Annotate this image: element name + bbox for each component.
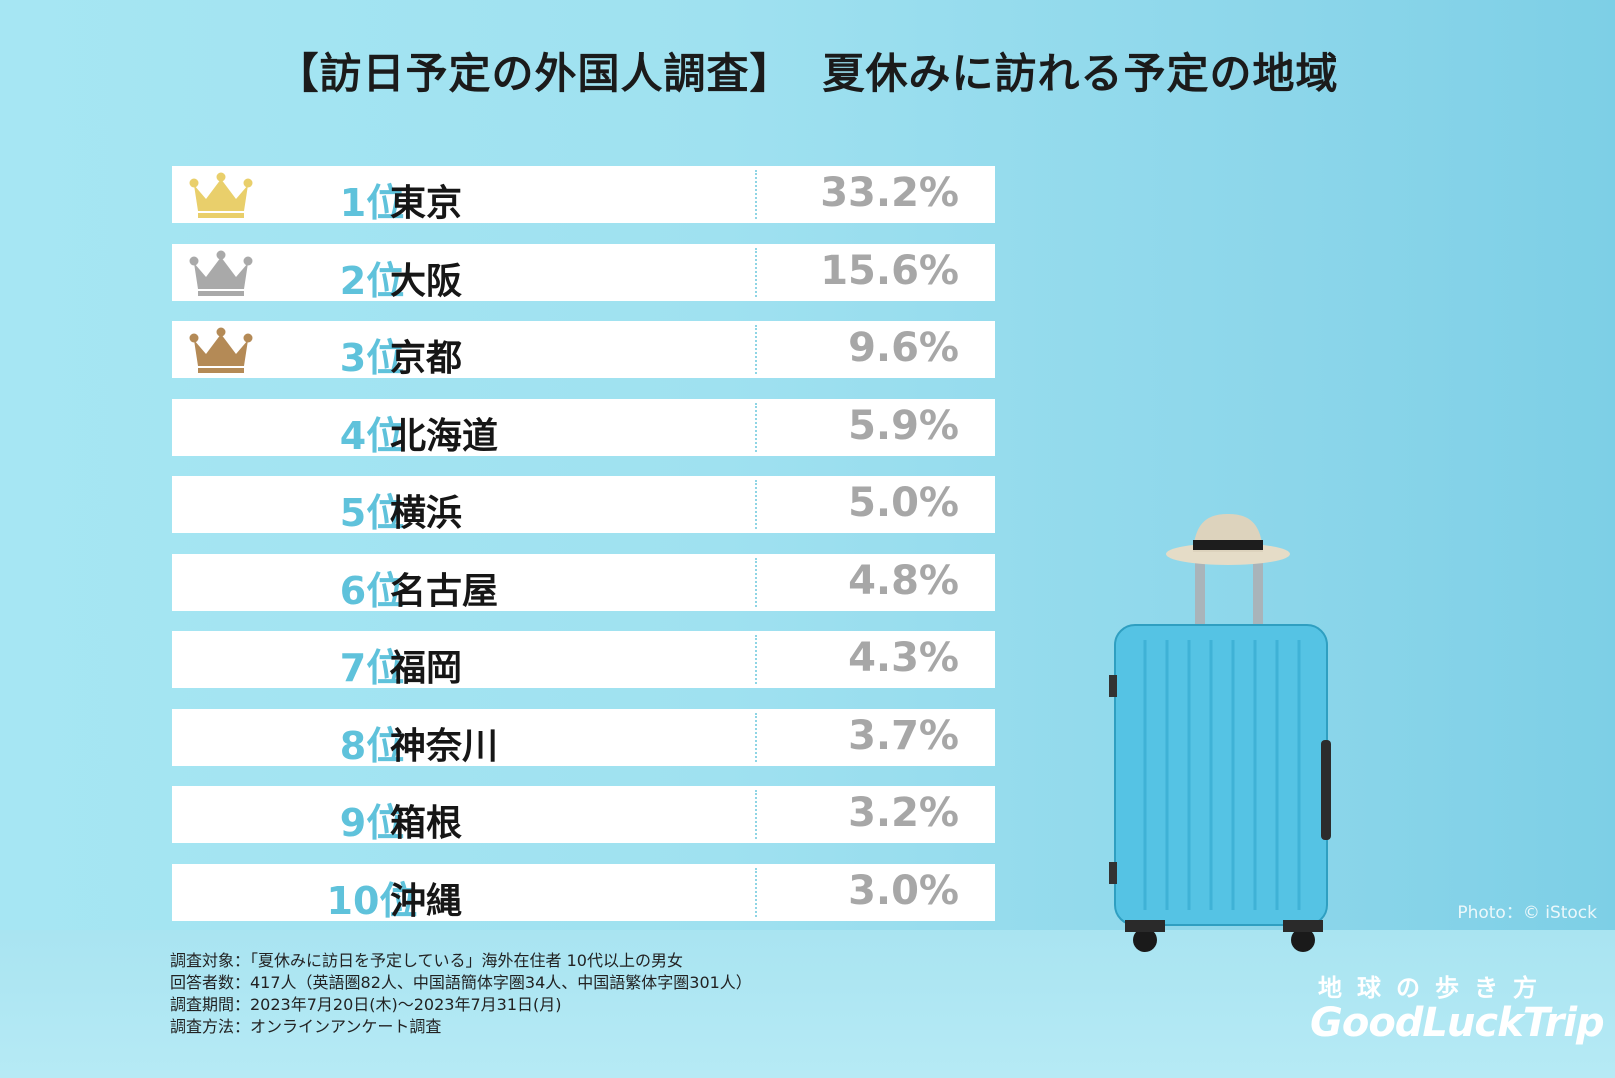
percentage-value: 3.0% xyxy=(848,868,959,914)
rank-label: 9位 xyxy=(339,801,405,845)
ranking-row: 2位 大阪 15.6% xyxy=(172,244,995,303)
percentage-value: 5.0% xyxy=(848,480,959,526)
rank-label: 2位 xyxy=(339,259,405,303)
percentage-value: 4.3% xyxy=(848,635,959,681)
ranking-row: 4位 北海道 5.9% xyxy=(172,399,995,458)
rank-label: 7位 xyxy=(339,646,405,690)
photo-credit: Photo：© iStock xyxy=(1457,903,1597,923)
suitcase-illustration xyxy=(1109,514,1331,952)
region-label: 箱根 xyxy=(390,803,463,844)
logo-text-bottom: GoodLuckTrip xyxy=(1310,1000,1605,1046)
rank-label: 5位 xyxy=(339,491,405,535)
ranking-row: 1位 東京 33.2% xyxy=(172,166,995,225)
region-label: 大阪 xyxy=(390,261,463,302)
rank-label: 8位 xyxy=(339,724,405,768)
row-divider xyxy=(755,790,757,839)
rank-label: 3位 xyxy=(339,336,405,380)
region-label: 沖縄 xyxy=(390,881,463,922)
percentage-value: 15.6% xyxy=(820,248,959,294)
row-divider xyxy=(755,403,757,452)
brand-logo: 地球の歩き方 GoodLuckTrip xyxy=(1310,968,1605,1058)
title-part-1: 【訪日予定の外国人調査】 xyxy=(276,49,793,98)
floor-background xyxy=(0,930,1615,1078)
row-divider xyxy=(755,635,757,684)
row-divider xyxy=(755,248,757,297)
ranking-row: 6位 名古屋 4.8% xyxy=(172,554,995,613)
ranking-row: 7位 福岡 4.3% xyxy=(172,631,995,690)
percentage-value: 33.2% xyxy=(820,170,959,216)
ranking-row: 8位 神奈川 3.7% xyxy=(172,709,995,768)
rank-label: 4位 xyxy=(339,414,405,458)
logo-text-top: 地球の歩き方 xyxy=(1318,974,1552,1002)
ranking-row: 9位 箱根 3.2% xyxy=(172,786,995,845)
rank-label: 10位 xyxy=(326,879,418,923)
crown-icon xyxy=(189,327,253,373)
ranking-row: 3位 京都 9.6% xyxy=(172,321,995,380)
percentage-value: 3.7% xyxy=(848,713,959,759)
region-label: 東京 xyxy=(390,183,463,224)
note-respondents: 回答者数：417人（英語圏82人、中国語簡体字圏34人、中国語繁体字圏301人） xyxy=(170,973,752,992)
percentage-value: 5.9% xyxy=(848,403,959,449)
region-label: 神奈川 xyxy=(390,726,499,767)
rank-label: 6位 xyxy=(339,569,405,613)
percentage-value: 9.6% xyxy=(848,325,959,371)
crown-icon xyxy=(189,172,253,218)
row-divider xyxy=(755,170,757,219)
percentage-value: 3.2% xyxy=(848,790,959,836)
row-divider xyxy=(755,713,757,762)
row-divider xyxy=(755,480,757,529)
percentage-value: 4.8% xyxy=(848,558,959,604)
row-divider xyxy=(755,868,757,917)
note-method: 調査方法：オンラインアンケート調査 xyxy=(170,1017,442,1036)
crown-icon xyxy=(189,250,253,296)
region-label: 京都 xyxy=(390,338,463,379)
note-period: 調査期間：2023年7月20日(木)～2023年7月31日(月) xyxy=(170,995,562,1014)
ranking-row: 10位 沖縄 3.0% xyxy=(172,864,995,923)
row-divider xyxy=(755,558,757,607)
region-label: 横浜 xyxy=(390,493,463,534)
row-divider xyxy=(755,325,757,374)
ranking-row: 5位 横浜 5.0% xyxy=(172,476,995,535)
title-part-2: 夏休みに訪れる予定の地域 xyxy=(822,49,1339,98)
page-title: 【訪日予定の外国人調査】 夏休みに訪れる予定の地域 xyxy=(0,40,1615,101)
region-label: 北海道 xyxy=(390,416,499,457)
note-target: 調査対象：「夏休みに訪日を予定している」海外在住者 10代以上の男女 xyxy=(170,951,683,970)
region-label: 名古屋 xyxy=(390,571,499,612)
rank-label: 1位 xyxy=(339,181,405,225)
survey-notes: 調査対象：「夏休みに訪日を予定している」海外在住者 10代以上の男女 回答者数：… xyxy=(170,950,752,1038)
region-label: 福岡 xyxy=(390,648,463,689)
